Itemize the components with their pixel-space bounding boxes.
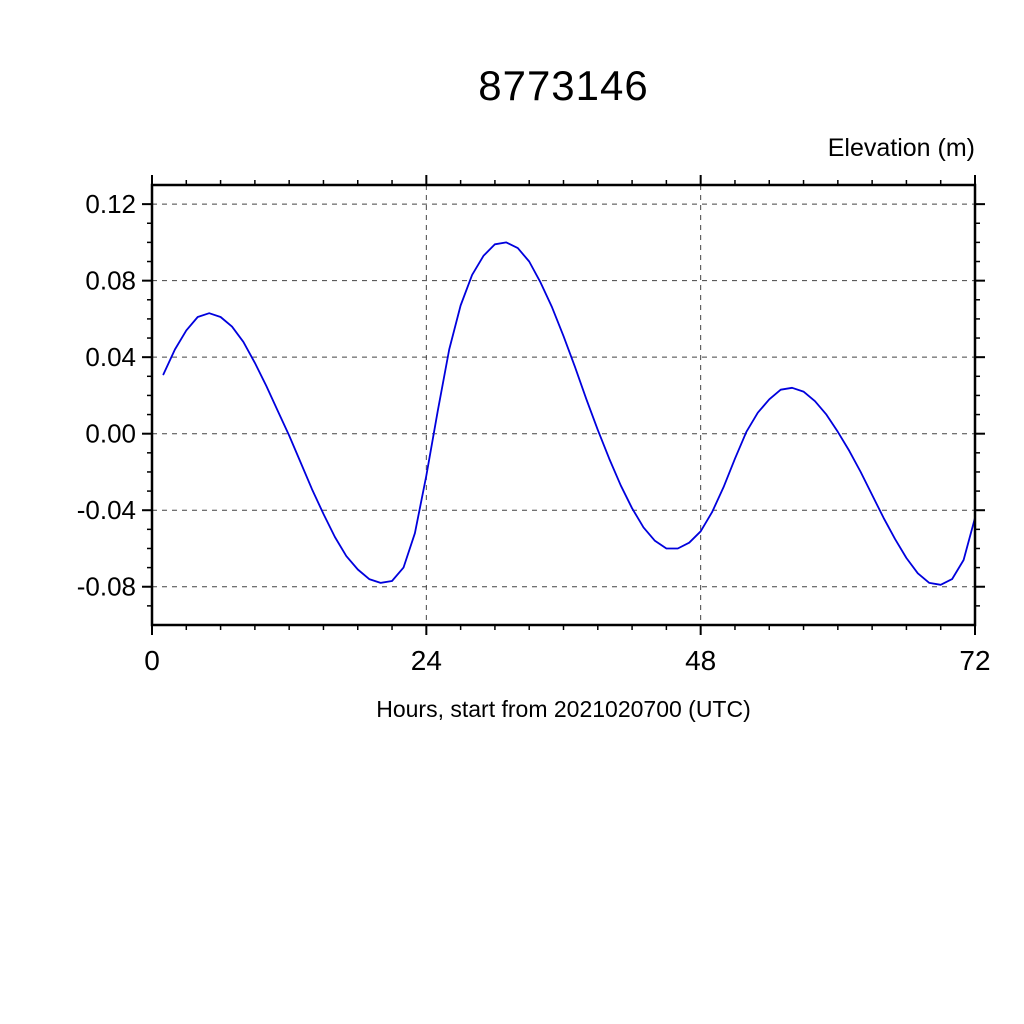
y-tick-label: -0.08: [77, 572, 136, 602]
x-tick-label: 0: [144, 645, 160, 676]
chart-title: 8773146: [478, 62, 649, 109]
y-tick-label: 0.00: [85, 419, 136, 449]
x-tick-label: 72: [959, 645, 990, 676]
y-tick-label: 0.04: [85, 342, 136, 372]
y-tick-label: 0.08: [85, 266, 136, 296]
chart-canvas: 0 24 48 72 -0.08 -0.04 0.00 0.04 0.08 0.12: [77, 175, 991, 676]
y-axis-unit-label: Elevation (m): [827, 134, 975, 162]
elevation-line: [162, 241, 976, 586]
y-tick-label: -0.04: [77, 495, 136, 525]
y-tick-label: 0.12: [85, 189, 136, 219]
x-axis-title: Hours, start from 2021020700 (UTC): [376, 696, 751, 722]
x-tick-label: 48: [685, 645, 716, 676]
x-tick-label: 24: [411, 645, 442, 676]
